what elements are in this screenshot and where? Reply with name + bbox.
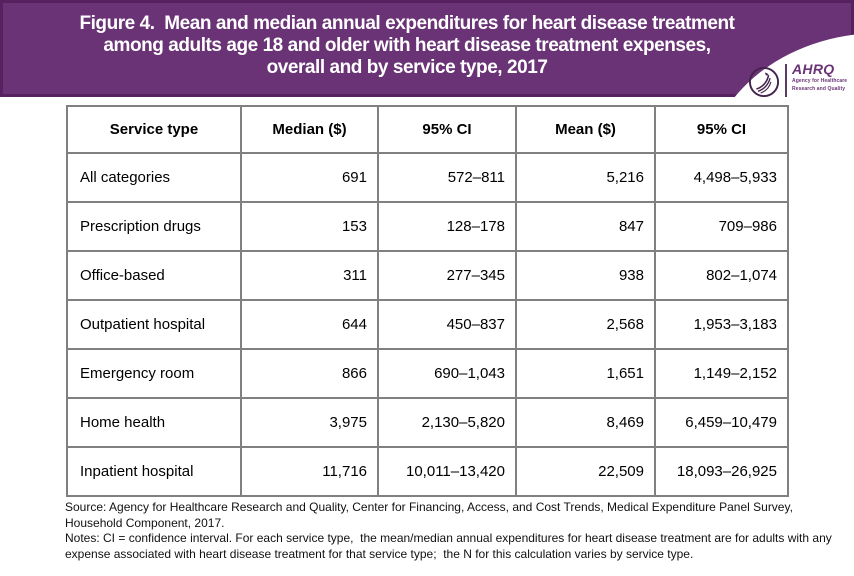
cell-mean-ci: 18,093–26,925 (654, 446, 789, 497)
cell-mean: 938 (515, 250, 656, 301)
table-row: Outpatient hospital 644 450–837 2,568 1,… (66, 299, 789, 350)
cell-median: 644 (240, 299, 379, 350)
logo-divider (785, 64, 787, 97)
cell-median-ci: 2,130–5,820 (377, 397, 517, 448)
table-row: Prescription drugs 153 128–178 847 709–9… (66, 201, 789, 252)
source-notes: Source: Agency for Healthcare Research a… (65, 500, 832, 562)
ahrq-wordmark: AHRQ (792, 61, 835, 77)
cell-mean-ci: 802–1,074 (654, 250, 789, 301)
cell-service-type: Emergency room (66, 348, 242, 399)
col-header-mean-ci: 95% CI (654, 105, 789, 154)
table-row: Inpatient hospital 11,716 10,011–13,420 … (66, 446, 789, 497)
table-row: Office-based 311 277–345 938 802–1,074 (66, 250, 789, 301)
col-header-median: Median ($) (240, 105, 379, 154)
table-row: Home health 3,975 2,130–5,820 8,469 6,45… (66, 397, 789, 448)
cell-median-ci: 277–345 (377, 250, 517, 301)
cell-median: 311 (240, 250, 379, 301)
cell-mean: 847 (515, 201, 656, 252)
figure-title-line: Figure 4. Mean and median annual expendi… (79, 13, 735, 34)
notes-line: Notes: CI = confidence interval. For eac… (65, 531, 832, 545)
cell-mean: 1,651 (515, 348, 656, 399)
figure-title: Figure 4. Mean and median annual expendi… (20, 13, 794, 79)
col-header-median-ci: 95% CI (377, 105, 517, 154)
cell-mean: 5,216 (515, 152, 656, 203)
source-line: Source: Agency for Healthcare Research a… (65, 500, 793, 514)
cell-mean: 22,509 (515, 446, 656, 497)
figure-title-line: among adults age 18 and older with heart… (103, 35, 711, 56)
cell-mean-ci: 1,149–2,152 (654, 348, 789, 399)
cell-service-type: Inpatient hospital (66, 446, 242, 497)
cell-service-type: Home health (66, 397, 242, 448)
expenditures-table: Service type Median ($) 95% CI Mean ($) … (66, 105, 789, 497)
source-line: Household Component, 2017. (65, 515, 225, 530)
notes-line: expense associated with heart disease tr… (65, 546, 694, 561)
table-row: All categories 691 572–811 5,216 4,498–5… (66, 152, 789, 203)
cell-service-type: Prescription drugs (66, 201, 242, 252)
header-banner: Figure 4. Mean and median annual expendi… (0, 0, 854, 97)
figure-title-line: overall and by service type, 2017 (266, 57, 548, 78)
col-header-service-type: Service type (66, 105, 242, 154)
cell-mean-ci: 6,459–10,479 (654, 397, 789, 448)
table-header-row: Service type Median ($) 95% CI Mean ($) … (66, 105, 789, 154)
cell-median-ci: 690–1,043 (377, 348, 517, 399)
cell-median: 3,975 (240, 397, 379, 448)
cell-mean-ci: 1,953–3,183 (654, 299, 789, 350)
cell-service-type: Outpatient hospital (66, 299, 242, 350)
cell-median-ci: 128–178 (377, 201, 517, 252)
table-row: Emergency room 866 690–1,043 1,651 1,149… (66, 348, 789, 399)
cell-service-type: All categories (66, 152, 242, 203)
cell-median: 11,716 (240, 446, 379, 497)
cell-mean-ci: 709–986 (654, 201, 789, 252)
cell-median-ci: 10,011–13,420 (377, 446, 517, 497)
col-header-mean: Mean ($) (515, 105, 656, 154)
cell-median-ci: 572–811 (377, 152, 517, 203)
cell-median: 153 (240, 201, 379, 252)
ahrq-wordmark-block: AHRQ Agency for Healthcare Research and … (792, 62, 847, 92)
cell-service-type: Office-based (66, 250, 242, 301)
ahrq-logo: AHRQ Agency for Healthcare Research and … (748, 62, 847, 97)
cell-mean: 2,568 (515, 299, 656, 350)
cell-median-ci: 450–837 (377, 299, 517, 350)
cell-median: 691 (240, 152, 379, 203)
ahrq-tagline: Research and Quality (792, 86, 846, 92)
cell-median: 866 (240, 348, 379, 399)
ahrq-tagline: Agency for Healthcare (792, 78, 848, 84)
cell-mean-ci: 4,498–5,933 (654, 152, 789, 203)
hhs-eagle-icon (748, 66, 780, 97)
cell-mean: 8,469 (515, 397, 656, 448)
